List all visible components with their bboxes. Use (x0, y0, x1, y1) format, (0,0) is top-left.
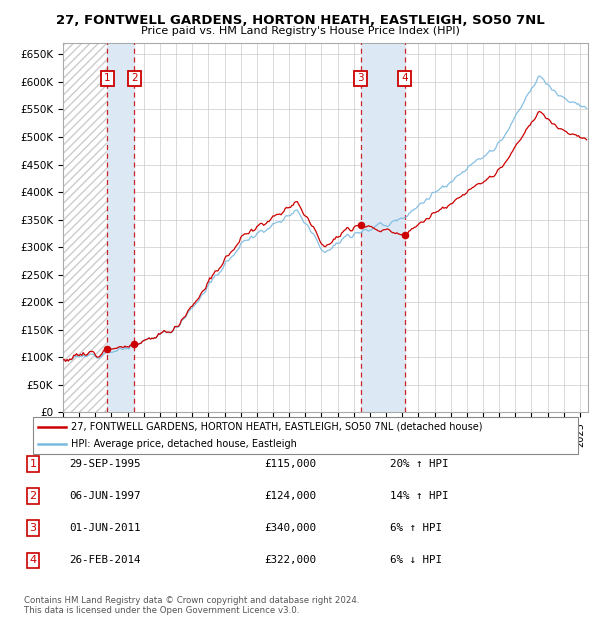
Text: 20% ↑ HPI: 20% ↑ HPI (390, 459, 449, 469)
Text: £115,000: £115,000 (264, 459, 316, 469)
Text: 3: 3 (357, 73, 364, 84)
Text: 1: 1 (104, 73, 111, 84)
Text: HPI: Average price, detached house, Eastleigh: HPI: Average price, detached house, East… (71, 440, 297, 450)
Text: 29-SEP-1995: 29-SEP-1995 (69, 459, 140, 469)
Text: £340,000: £340,000 (264, 523, 316, 533)
Text: 1: 1 (29, 459, 37, 469)
Text: 2: 2 (29, 491, 37, 501)
Text: 01-JUN-2011: 01-JUN-2011 (69, 523, 140, 533)
Text: £124,000: £124,000 (264, 491, 316, 501)
Text: 26-FEB-2014: 26-FEB-2014 (69, 556, 140, 565)
Bar (107, 43, 134, 412)
Text: Price paid vs. HM Land Registry's House Price Index (HPI): Price paid vs. HM Land Registry's House … (140, 26, 460, 36)
Bar (361, 43, 404, 412)
Text: 6% ↑ HPI: 6% ↑ HPI (390, 523, 442, 533)
Text: 27, FONTWELL GARDENS, HORTON HEATH, EASTLEIGH, SO50 7NL (detached house): 27, FONTWELL GARDENS, HORTON HEATH, EAST… (71, 422, 483, 432)
Text: 6% ↓ HPI: 6% ↓ HPI (390, 556, 442, 565)
Bar (63, 43, 107, 412)
Text: 2: 2 (131, 73, 138, 84)
Text: 3: 3 (29, 523, 37, 533)
Text: 4: 4 (29, 556, 37, 565)
Text: 27, FONTWELL GARDENS, HORTON HEATH, EASTLEIGH, SO50 7NL: 27, FONTWELL GARDENS, HORTON HEATH, EAST… (56, 14, 544, 27)
Text: 06-JUN-1997: 06-JUN-1997 (69, 491, 140, 501)
Text: 14% ↑ HPI: 14% ↑ HPI (390, 491, 449, 501)
FancyBboxPatch shape (33, 417, 578, 454)
Text: £322,000: £322,000 (264, 556, 316, 565)
Text: Contains HM Land Registry data © Crown copyright and database right 2024.
This d: Contains HM Land Registry data © Crown c… (24, 596, 359, 615)
Text: 4: 4 (401, 73, 408, 84)
